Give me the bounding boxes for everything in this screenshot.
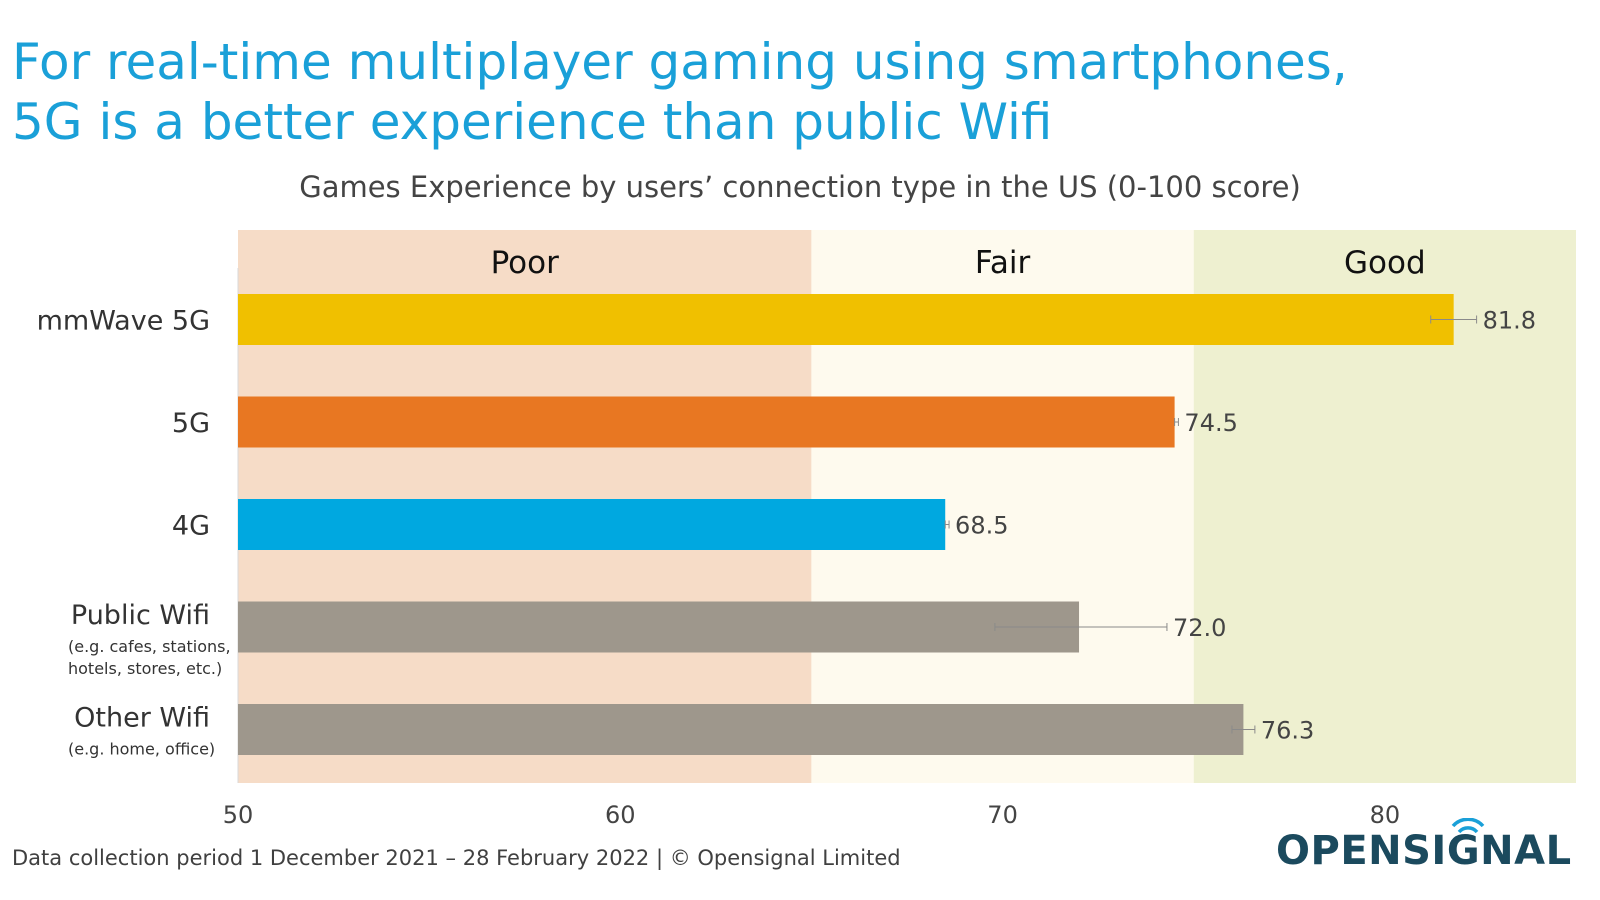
band-label-poor: Poor (491, 245, 560, 281)
category-note-4-0: (e.g. home, office) (68, 740, 215, 759)
category-label-1: 5G (172, 408, 210, 439)
category-note-3-0: (e.g. cafes, stations, (68, 637, 231, 656)
bar-4 (238, 704, 1244, 755)
opensignal-logo: OPENSIGNAL (1276, 818, 1576, 878)
value-label-3: 72.0 (1173, 614, 1226, 642)
band-label-fair: Fair (975, 245, 1031, 281)
title-line-1: For real-time multiplayer gaming using s… (12, 33, 1348, 91)
bar-1 (238, 396, 1175, 448)
bar-3 (238, 601, 1080, 653)
category-note-3-1: hotels, stores, etc.) (68, 659, 222, 678)
signal-icon (1451, 818, 1485, 834)
page-title: For real-time multiplayer gaming using s… (12, 32, 1572, 152)
logo-text: OPENSIGNAL (1276, 828, 1572, 874)
value-label-1: 74.5 (1184, 409, 1237, 437)
bar-2 (238, 499, 946, 550)
chart-subtitle: Games Experience by users’ connection ty… (299, 170, 1301, 204)
category-label-4: Other Wifi (74, 703, 210, 734)
footer-note: Data collection period 1 December 2021 –… (12, 846, 901, 870)
x-tick-label-60: 60 (605, 801, 636, 829)
title-line-2: 5G is a better experience than public Wi… (12, 93, 1053, 151)
value-label-2: 68.5 (955, 512, 1008, 540)
category-label-2: 4G (172, 511, 210, 542)
x-tick-label-70: 70 (987, 801, 1018, 829)
bar-0 (238, 294, 1454, 345)
value-label-0: 81.8 (1483, 307, 1536, 335)
category-label-0: mmWave 5G (37, 306, 210, 337)
x-tick-label-80: 80 (1370, 801, 1401, 829)
x-tick-label-50: 50 (223, 801, 254, 829)
band-label-good: Good (1344, 245, 1426, 281)
value-label-4: 76.3 (1261, 717, 1314, 745)
category-label-3: Public Wifi (71, 600, 210, 631)
